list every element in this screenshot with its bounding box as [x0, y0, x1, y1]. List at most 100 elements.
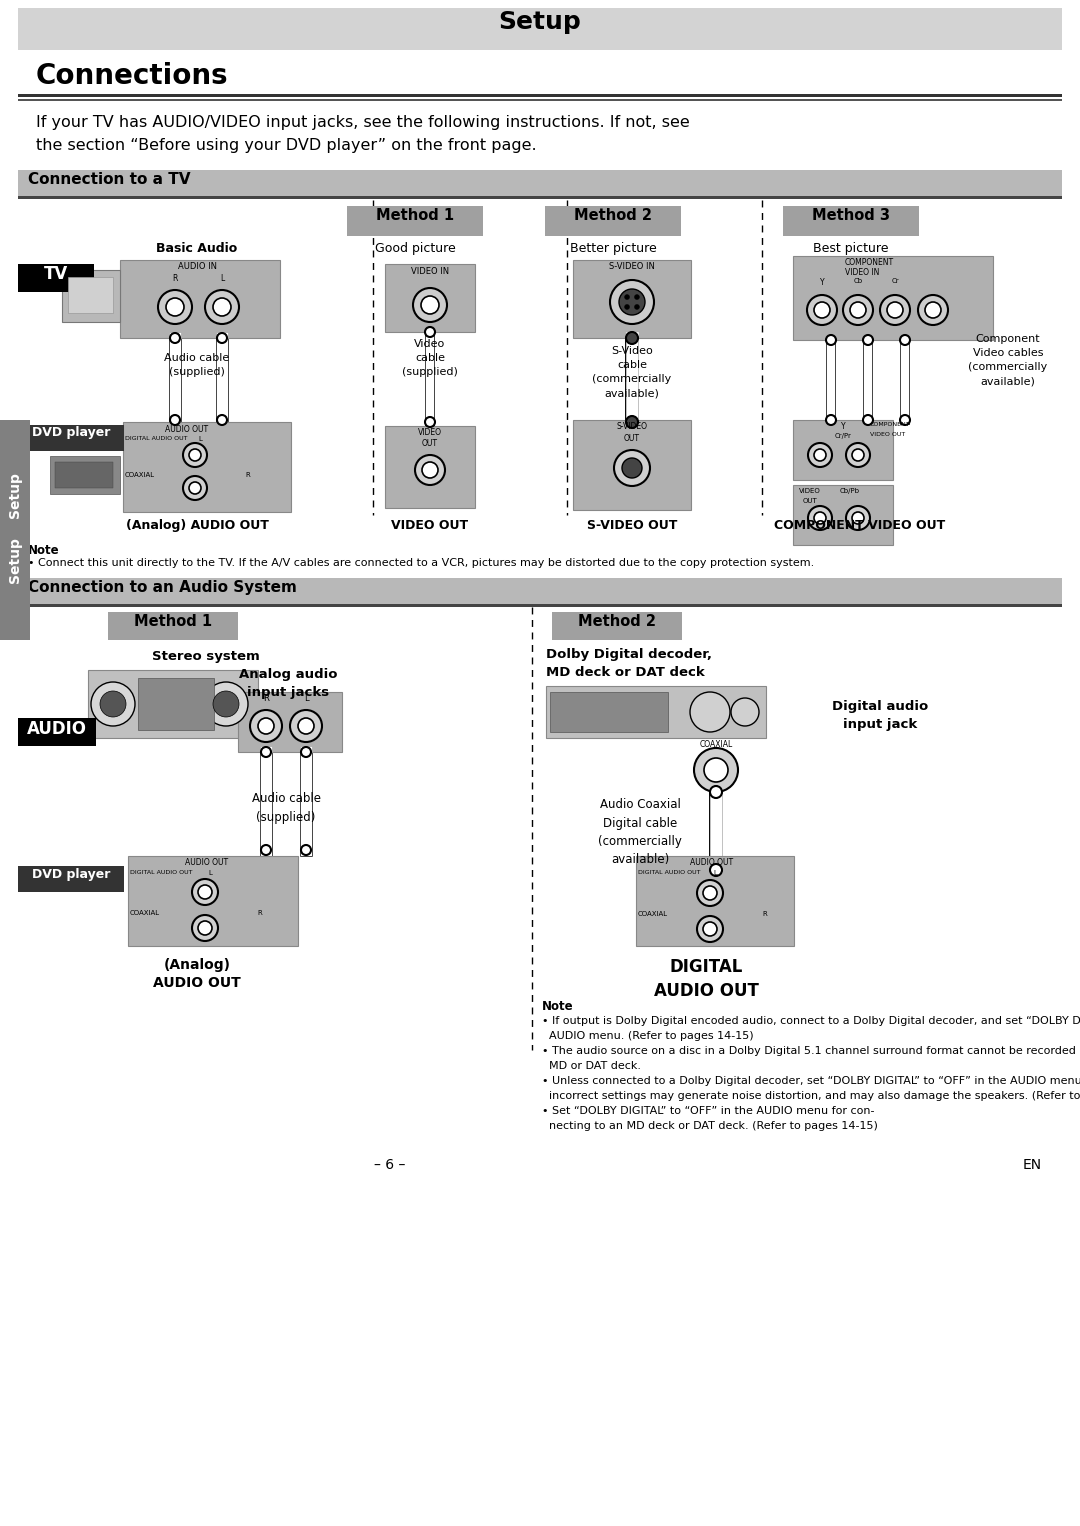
Text: L: L: [208, 870, 212, 876]
Text: • Connect this unit directly to the TV. If the A/V cables are connected to a VCR: • Connect this unit directly to the TV. …: [28, 559, 814, 568]
Circle shape: [900, 336, 910, 345]
Circle shape: [189, 449, 201, 461]
Text: • The audio source on a disc in a Dolby Digital 5.1 channel surround format cann: • The audio source on a disc in a Dolby …: [542, 1045, 1080, 1056]
Bar: [573, 420, 691, 510]
Text: Setup: Setup: [499, 11, 581, 34]
Circle shape: [298, 719, 314, 734]
Circle shape: [166, 298, 184, 316]
Text: COMPONENT VIDEO OUT: COMPONENT VIDEO OUT: [774, 519, 946, 533]
Circle shape: [91, 682, 135, 726]
Circle shape: [422, 462, 438, 478]
Text: Digital audio
input jack: Digital audio input jack: [832, 700, 928, 731]
Circle shape: [887, 302, 903, 317]
Bar: [68, 278, 113, 313]
Circle shape: [170, 333, 180, 343]
Circle shape: [634, 295, 639, 299]
Circle shape: [807, 295, 837, 325]
Text: VIDEO IN: VIDEO IN: [410, 267, 449, 276]
Text: Cr/Pr: Cr/Pr: [835, 433, 851, 439]
Text: DIGITAL AUDIO OUT: DIGITAL AUDIO OUT: [125, 436, 188, 441]
Text: OUT: OUT: [802, 497, 818, 504]
Bar: [546, 687, 766, 739]
Circle shape: [843, 295, 873, 325]
Circle shape: [808, 507, 832, 530]
Text: Method 1: Method 1: [376, 208, 454, 223]
Circle shape: [850, 302, 866, 317]
Text: R: R: [762, 911, 768, 917]
Bar: [18, 865, 124, 893]
Circle shape: [846, 507, 870, 530]
Circle shape: [170, 415, 180, 426]
Text: • If output is Dolby Digital encoded audio, connect to a Dolby Digital decoder, : • If output is Dolby Digital encoded aud…: [542, 1016, 1080, 1025]
Text: Basic Audio: Basic Audio: [157, 243, 238, 255]
Text: AUDIO: AUDIO: [27, 720, 87, 739]
Text: Dolby Digital decoder,: Dolby Digital decoder,: [546, 649, 712, 661]
Text: VIDEO IN: VIDEO IN: [845, 269, 879, 278]
Text: – 6 –: – 6 –: [375, 1158, 406, 1172]
Circle shape: [880, 295, 910, 325]
Text: R: R: [245, 472, 251, 478]
Bar: [55, 462, 113, 488]
Circle shape: [610, 279, 654, 324]
Text: S-Video
cable
(commercially
available): S-Video cable (commercially available): [592, 346, 672, 398]
Text: MD or DAT deck.: MD or DAT deck.: [542, 1061, 642, 1071]
Text: Connection to a TV: Connection to a TV: [28, 172, 190, 188]
Text: Audio cable
(supplied): Audio cable (supplied): [164, 353, 230, 377]
Circle shape: [814, 449, 826, 461]
Text: OUT: OUT: [624, 433, 640, 443]
Circle shape: [192, 879, 218, 905]
Text: Y: Y: [840, 423, 846, 430]
Circle shape: [213, 691, 239, 717]
Text: L: L: [303, 694, 308, 703]
Circle shape: [710, 786, 723, 798]
Bar: [636, 856, 794, 946]
Text: VIDEO: VIDEO: [418, 427, 442, 436]
Bar: [0, 420, 30, 571]
Circle shape: [694, 748, 738, 792]
Text: AUDIO IN: AUDIO IN: [177, 262, 216, 272]
Text: Audio cable
(supplied): Audio cable (supplied): [252, 792, 321, 824]
Circle shape: [814, 513, 826, 523]
Circle shape: [624, 305, 630, 310]
Bar: [120, 259, 280, 337]
Text: DVD player: DVD player: [31, 868, 110, 881]
Text: Method 2: Method 2: [578, 613, 656, 629]
Bar: [545, 206, 681, 237]
Circle shape: [261, 748, 271, 757]
Bar: [129, 856, 298, 946]
Circle shape: [814, 302, 831, 317]
Bar: [18, 95, 1062, 98]
Circle shape: [426, 417, 435, 427]
Text: DIGITAL AUDIO OUT: DIGITAL AUDIO OUT: [638, 870, 701, 874]
Circle shape: [615, 450, 650, 485]
Circle shape: [204, 682, 248, 726]
Text: L: L: [220, 275, 225, 282]
Text: Component
Video cables
(commercially
available): Component Video cables (commercially ava…: [969, 334, 1048, 386]
Circle shape: [731, 697, 759, 726]
Circle shape: [426, 327, 435, 337]
Text: VIDEO: VIDEO: [799, 488, 821, 494]
Circle shape: [863, 336, 873, 345]
Text: DVD player: DVD player: [31, 426, 110, 439]
Bar: [573, 259, 691, 337]
Circle shape: [217, 333, 227, 343]
Text: DIGITAL
AUDIO OUT: DIGITAL AUDIO OUT: [653, 958, 758, 1000]
Text: necting to an MD deck or DAT deck. (Refer to pages 14-15): necting to an MD deck or DAT deck. (Refe…: [542, 1122, 878, 1131]
Circle shape: [291, 710, 322, 742]
Text: Cb/Pb: Cb/Pb: [840, 488, 860, 494]
Text: Video
cable
(supplied): Video cable (supplied): [402, 339, 458, 377]
Text: Note: Note: [542, 1000, 573, 1013]
Text: S-VIDEO IN: S-VIDEO IN: [609, 262, 654, 272]
Circle shape: [622, 458, 642, 478]
Bar: [793, 485, 893, 545]
Text: VIDEO OUT: VIDEO OUT: [870, 432, 905, 436]
Bar: [18, 426, 124, 452]
Text: COMPONENT: COMPONENT: [845, 258, 894, 267]
Circle shape: [703, 922, 717, 935]
Circle shape: [626, 333, 638, 343]
Bar: [0, 481, 30, 639]
Bar: [138, 678, 214, 729]
Text: COAXIAL: COAXIAL: [700, 740, 732, 749]
Circle shape: [697, 881, 723, 906]
Circle shape: [217, 415, 227, 426]
